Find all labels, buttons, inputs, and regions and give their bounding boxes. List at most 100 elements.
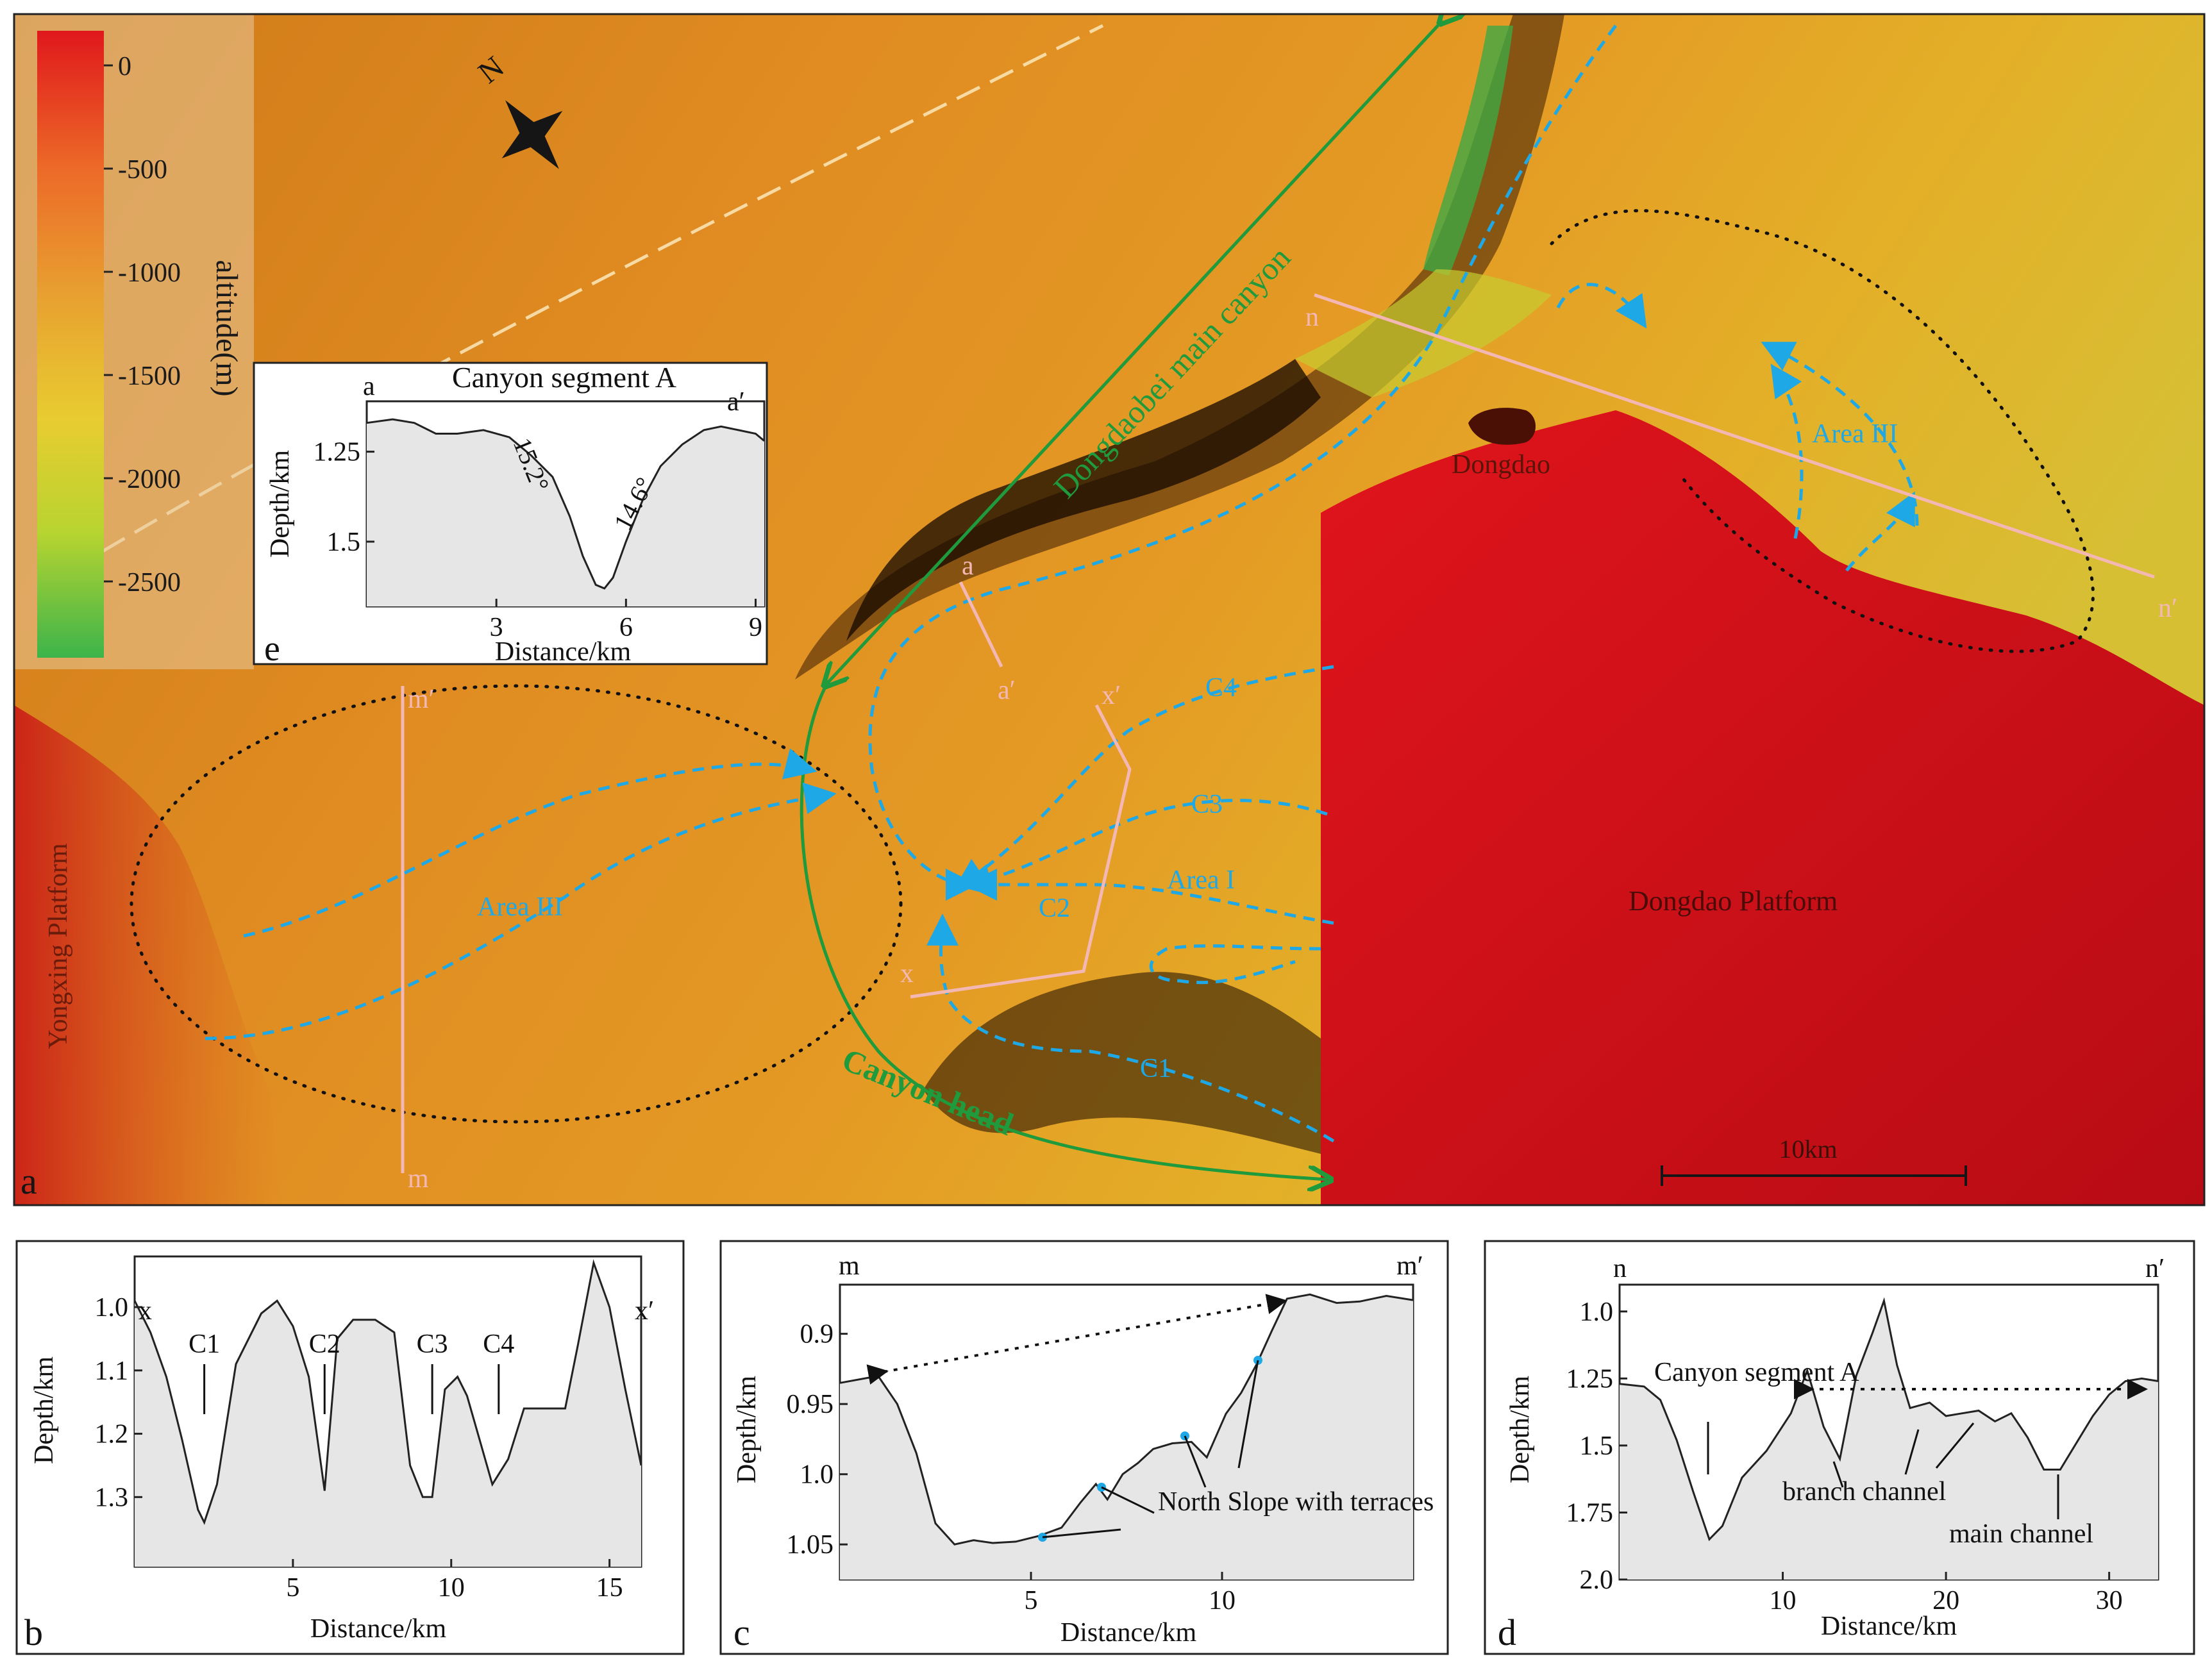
map-frame <box>13 13 2206 1206</box>
section-m-prime-label: m′ <box>408 685 435 714</box>
panel-c-profile-line <box>839 1293 1414 1546</box>
y-tick-label: 1.3 <box>95 1483 129 1512</box>
panel-c-label: c <box>733 1612 750 1653</box>
dongdao-platform-label: Dongdao Platform <box>1629 885 1838 917</box>
legend-tick-label: -1000 <box>118 258 181 288</box>
channel-area-iii-left-a <box>243 748 817 938</box>
channel-c2 <box>965 869 1334 925</box>
section-line-n <box>1314 293 2155 579</box>
panel-c-terraces <box>1038 1356 1262 1542</box>
inset-e-left-end: a <box>363 372 375 401</box>
channel-c2-label: C2 <box>1039 894 1070 923</box>
panel-d-branch-pointer <box>1935 1422 1975 1469</box>
y-tick-label: 0.95 <box>787 1390 834 1419</box>
main-channel-path <box>868 24 1618 901</box>
area-iii-left-outline <box>130 684 903 1124</box>
dongdao-label: Dongdao <box>1452 450 1550 480</box>
section-m-label: m <box>408 1164 429 1194</box>
x-tick-label: 20 <box>1932 1586 1959 1615</box>
x-tick-label: 10 <box>438 1573 465 1603</box>
section-a-prime-label: a′ <box>998 676 1016 705</box>
y-tick-label: 1.1 <box>95 1356 129 1386</box>
panel-d-xticks: 10 20 30 <box>1770 1572 2123 1615</box>
panel-c-xlabel: Distance/km <box>1060 1618 1197 1647</box>
x-tick-label: 5 <box>1025 1586 1038 1615</box>
section-line-a <box>959 581 1003 668</box>
channel-area-iii-left-b <box>205 782 837 1040</box>
inset-e-ylabel: Depth/km <box>265 450 295 558</box>
inset-e-title: Canyon segment A <box>452 361 676 394</box>
channel-area-iii-right-a <box>1770 363 1804 539</box>
channel-c4-label: C4 <box>1205 673 1237 703</box>
x-tick-label: 9 <box>749 613 762 642</box>
main-canyon-arrow <box>827 21 1443 683</box>
section-lines <box>401 293 2155 1173</box>
panel-d-profile-line <box>1619 1297 2159 1542</box>
panel-a-label: a <box>21 1160 37 1202</box>
panel-b: 5 10 15 1.0 1.1 1.2 1.3 C1 C2 C3 C4 x x′ Distanc… <box>15 1240 685 1655</box>
legend-tick-label: -2500 <box>118 568 181 597</box>
yongxing-platform-label: Yongxing Platform <box>44 843 73 1049</box>
y-tick-label: 1.0 <box>800 1460 834 1490</box>
area-iii-left-label: Area III <box>477 892 563 922</box>
panel-d-ylabel: Depth/km <box>1505 1376 1535 1483</box>
panel-b-profile-fill <box>135 1262 641 1567</box>
channel-c1-label: C1 <box>1140 1054 1171 1083</box>
y-tick-label: 1.5 <box>327 528 361 557</box>
section-x-label: x <box>900 959 914 988</box>
panel-d-yticks: 1.0 1.25 1.5 1.75 2.0 <box>1566 1297 1627 1595</box>
legend-tick-label: -2000 <box>118 465 181 494</box>
legend-tick-label: -1500 <box>118 362 181 391</box>
area-iii-right-label: Area III <box>1812 419 1898 449</box>
inset-e-xticks: 3 6 9 <box>490 599 762 642</box>
y-tick-label: 1.0 <box>1580 1297 1614 1327</box>
north-arrow <box>501 100 563 169</box>
inset-e-profile-fill <box>367 419 764 606</box>
panel-d-right-end: n′ <box>2145 1254 2165 1283</box>
channel-label-c1: C1 <box>189 1330 220 1359</box>
channel-c4 <box>953 665 1334 890</box>
channel-label-c3: C3 <box>417 1330 448 1359</box>
panel-b-xlabel: Distance/km <box>310 1614 447 1644</box>
legend-tick-label: -500 <box>118 155 167 185</box>
x-tick-label: 6 <box>619 613 633 642</box>
y-tick-label: 1.5 <box>1580 1431 1614 1461</box>
channel-c1 <box>926 913 1335 1143</box>
panel-b-xticks: 5 10 15 <box>286 1559 623 1603</box>
section-n-prime-label: n′ <box>2158 594 2177 623</box>
y-tick-label: 1.75 <box>1566 1498 1614 1528</box>
channel-c3-label: C3 <box>1191 790 1223 819</box>
channel-c3 <box>959 799 1328 896</box>
dongdao-island <box>1468 408 1536 445</box>
panel-b-ylabel: Depth/km <box>29 1356 59 1464</box>
x-tick-label: 15 <box>596 1573 623 1603</box>
panel-b-right-end: x′ <box>635 1296 654 1326</box>
channel-inner-right <box>1556 283 1647 329</box>
panel-c-ylabel: Depth/km <box>732 1376 762 1483</box>
panel-d-main-label: main channel <box>1949 1519 2093 1549</box>
x-tick-label: 30 <box>2096 1586 2123 1615</box>
panel-d-branch-pointer <box>1904 1429 1920 1475</box>
inset-e-yticks: 1.25 1.5 <box>314 438 374 557</box>
panel-c-annotation: North Slope with terraces <box>1158 1487 1434 1517</box>
x-tick-label: 3 <box>490 613 503 642</box>
y-tick-label: 1.2 <box>95 1420 129 1449</box>
panel-b-yticks: 1.0 1.1 1.2 1.3 <box>95 1293 142 1512</box>
area-i-label: Area I <box>1167 865 1235 895</box>
section-x-prime-label: x′ <box>1102 681 1121 710</box>
legend-tick-label: 0 <box>118 52 131 81</box>
legend-ticks: 0 -500 -1000 -1500 -2000 -2500 <box>104 52 181 597</box>
y-tick-label: 1.25 <box>1566 1364 1614 1394</box>
panel-c-xticks: 5 10 <box>1025 1572 1236 1615</box>
canyon-head-arrow <box>800 682 1327 1180</box>
channel-label-c2: C2 <box>309 1330 340 1359</box>
y-tick-label: 0.9 <box>800 1320 834 1349</box>
channel-area-i-loop <box>1149 944 1321 985</box>
map-panel: N 0-500-1000-1500-2000-2500 altitude(m) … <box>14 14 2204 1205</box>
lower-dark-slope <box>923 972 1321 1154</box>
legend-title: altitude(m) <box>210 260 244 396</box>
legend-colorbar <box>37 31 104 658</box>
panel-d-profile-fill <box>1620 1301 2158 1580</box>
panel-d-canyon-label-text: Canyon segment A <box>1654 1358 1859 1387</box>
